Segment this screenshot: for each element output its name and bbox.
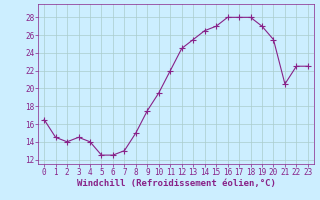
X-axis label: Windchill (Refroidissement éolien,°C): Windchill (Refroidissement éolien,°C) bbox=[76, 179, 276, 188]
